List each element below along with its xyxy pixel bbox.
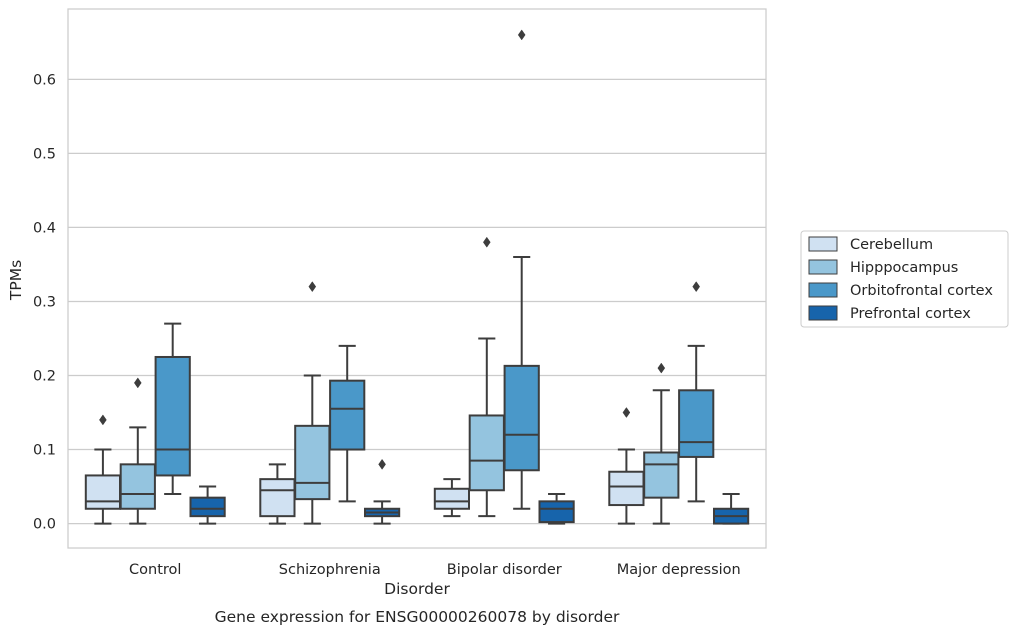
box-group — [189, 485, 226, 525]
x-tick-labels: Control Schizophrenia Bipolar disorder Majo… — [129, 562, 741, 578]
plot-area-frame — [67, 8, 767, 549]
box — [189, 496, 226, 518]
box-marks — [84, 29, 750, 525]
x-tick-label: Control — [129, 562, 181, 578]
box — [643, 451, 680, 499]
legend-label: Hipppocampus — [850, 260, 958, 276]
outlier-point — [99, 414, 107, 426]
box-group — [119, 377, 156, 525]
y-tick-label: 0.4 — [33, 220, 56, 236]
legend-label: Prefrontal cortex — [850, 306, 971, 322]
legend: Cerebellum Hipppocampus Orbitofrontal cort… — [800, 230, 1009, 328]
box — [538, 500, 575, 524]
box-group — [294, 281, 331, 525]
box-group — [608, 407, 645, 525]
box-group — [363, 458, 401, 525]
legend-swatch — [808, 259, 838, 275]
legend-swatch — [808, 236, 838, 252]
box-group — [678, 281, 715, 503]
figure-caption: Gene expression for ENSG00000260078 by d… — [215, 608, 620, 626]
outlier-point — [308, 281, 317, 293]
legend-label: Cerebellum — [850, 237, 933, 253]
box-group — [84, 414, 122, 525]
y-tick-label: 0.1 — [33, 443, 56, 459]
box-group — [259, 463, 296, 525]
outlier-point — [692, 281, 701, 293]
box — [468, 414, 505, 492]
box-group — [538, 492, 575, 525]
y-tick-label: 0.5 — [33, 146, 56, 162]
box-group — [154, 322, 191, 495]
box-group — [468, 236, 505, 518]
y-tick-label: 0.6 — [33, 72, 56, 88]
y-tick-labels: 0.0 0.1 0.2 0.3 0.4 0.5 0.6 — [33, 72, 56, 532]
box-group — [329, 344, 366, 503]
box — [294, 424, 331, 501]
x-tick-label: Schizophrenia — [279, 562, 381, 578]
box — [154, 355, 191, 477]
y-tick-label: 0.3 — [33, 294, 56, 310]
box — [678, 389, 715, 458]
x-tick-label: Bipolar disorder — [447, 562, 562, 578]
box-group — [712, 492, 750, 525]
outlier-point — [482, 236, 491, 248]
legend-swatch — [808, 282, 838, 298]
outlier-point — [517, 29, 526, 41]
box-group — [643, 362, 680, 525]
box — [329, 379, 366, 451]
x-tick-label: Major depression — [617, 562, 741, 578]
box — [433, 487, 471, 510]
box — [259, 478, 296, 518]
box — [119, 463, 156, 510]
legend-label: Orbitofrontal cortex — [850, 283, 993, 299]
outlier-point — [622, 407, 631, 418]
box — [84, 474, 122, 510]
outlier-point — [133, 377, 142, 389]
legend-frame — [800, 230, 1009, 328]
outlier-point — [378, 458, 386, 470]
box — [503, 364, 540, 472]
outlier-point — [657, 362, 666, 374]
box-group — [503, 29, 540, 510]
y-tick-label: 0.2 — [33, 368, 56, 384]
y-tick-label: 0.0 — [33, 517, 56, 533]
box-group — [433, 478, 471, 518]
box — [608, 470, 645, 507]
x-axis-label: Disorder — [384, 580, 450, 598]
legend-swatch — [808, 305, 838, 321]
y-axis-label: TPMs — [7, 260, 25, 301]
